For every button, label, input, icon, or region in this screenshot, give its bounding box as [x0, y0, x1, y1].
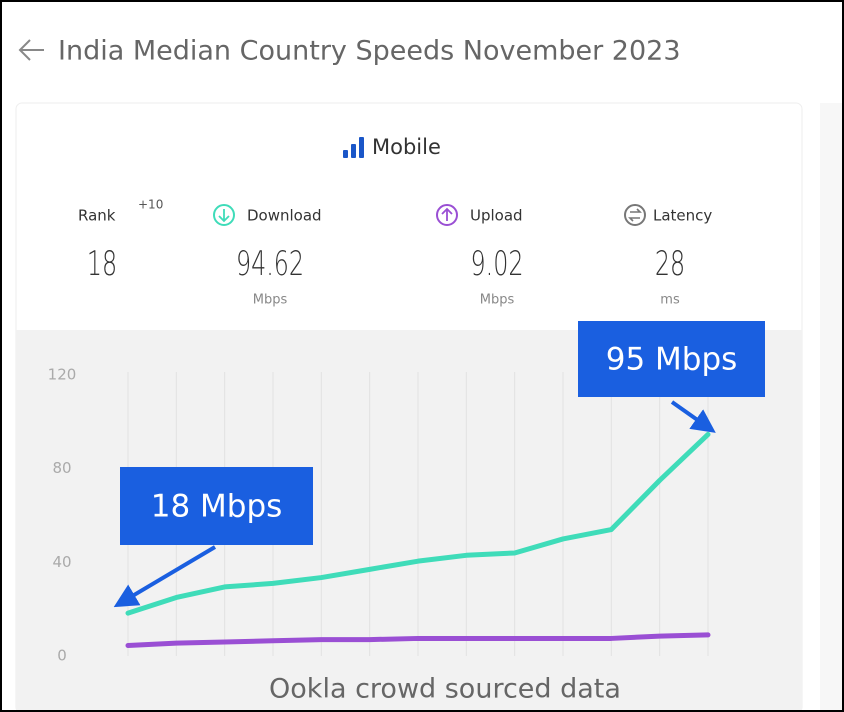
download-icon-arrow	[218, 209, 230, 223]
annotation-box	[120, 467, 313, 545]
stat-label: Rank	[78, 207, 116, 225]
stat-unit: ms	[660, 293, 680, 308]
chart: 0 40 80 120 95 Mbps 18 Mbps Ookla crowd source…	[48, 321, 765, 705]
annotation-text: 18 Mbps	[151, 489, 283, 525]
mobile-icon	[343, 137, 364, 158]
latency-icon-arrows	[628, 208, 642, 222]
stat-value: 28	[655, 244, 685, 283]
annotation-arrow	[670, 400, 716, 433]
rank-change: +10	[138, 198, 163, 212]
y-tick-label: 120	[48, 366, 77, 384]
download-icon	[213, 204, 235, 226]
annotation-box	[578, 321, 765, 397]
y-tick-label: 80	[52, 459, 71, 477]
series-line	[125, 632, 711, 648]
y-tick-label: 40	[52, 553, 71, 571]
stat-unit: Mbps	[253, 293, 288, 308]
series-line	[125, 431, 711, 616]
y-tick-label: 0	[57, 647, 67, 665]
stat-value: 18	[87, 244, 117, 283]
annotation-text: 95 Mbps	[606, 342, 738, 378]
upload-icon	[436, 204, 458, 226]
chart-caption: Ookla crowd sourced data	[269, 674, 621, 705]
stat-label: Latency	[653, 207, 712, 225]
next-card	[820, 103, 844, 712]
latency-icon	[624, 204, 646, 226]
annotation-arrow	[113, 545, 217, 608]
stat-unit: Mbps	[480, 293, 515, 308]
back-arrow[interactable]	[18, 39, 44, 61]
upload-icon-arrow	[441, 207, 453, 221]
card-heading: Mobile	[372, 135, 441, 159]
stat-value: 94.62	[236, 244, 304, 283]
page-title: India Median Country Speeds November 202…	[58, 36, 681, 67]
stat-label: Upload	[470, 207, 523, 225]
stat-value: 9.02	[471, 244, 524, 283]
stat-label: Download	[247, 207, 322, 225]
